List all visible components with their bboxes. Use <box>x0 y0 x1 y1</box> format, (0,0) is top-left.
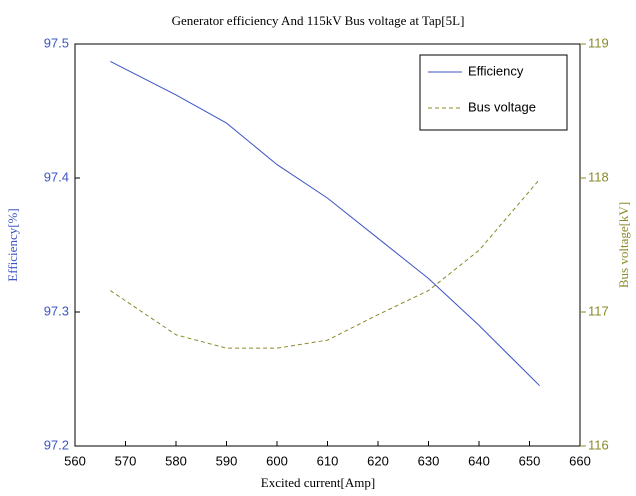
x-tick-label: 620 <box>367 453 389 468</box>
chart-title: Generator efficiency And 115kV Bus volta… <box>172 13 465 28</box>
x-tick-label: 590 <box>216 453 238 468</box>
x-tick-label: 560 <box>64 453 86 468</box>
x-tick-label: 640 <box>468 453 490 468</box>
x-tick-label: 580 <box>165 453 187 468</box>
x-tick-label: 570 <box>115 453 137 468</box>
series-line <box>110 179 540 349</box>
y-tick-label: 97.4 <box>44 169 69 184</box>
x-tick-label: 610 <box>317 453 339 468</box>
y-tick-label: 97.3 <box>44 303 69 318</box>
y2-tick-label: 116 <box>588 437 609 452</box>
y-axis-label: Efficiency[%] <box>5 208 20 281</box>
x-tick-label: 660 <box>569 453 591 468</box>
legend-box <box>419 54 568 131</box>
y2-axis-label: Bus voltage[kV] <box>616 202 631 288</box>
x-tick-label: 600 <box>266 453 288 468</box>
y-tick-label: 97.5 <box>44 35 69 50</box>
y2-tick-label: 118 <box>588 169 609 184</box>
y-tick-label: 97.2 <box>44 437 69 452</box>
x-tick-label: 650 <box>519 453 541 468</box>
legend-label: Efficiency <box>468 63 524 78</box>
y2-tick-label: 117 <box>588 303 609 318</box>
series-line <box>110 60 540 387</box>
y2-tick-label: 119 <box>588 35 609 50</box>
legend-label: Bus voltage <box>468 99 536 114</box>
x-tick-label: 630 <box>418 453 440 468</box>
x-axis-label: Excited current[Amp] <box>261 475 375 490</box>
